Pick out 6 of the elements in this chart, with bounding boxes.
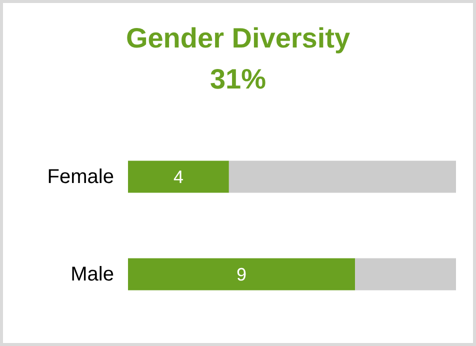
y-tick-label: Female	[47, 166, 114, 188]
data-label: 9	[236, 264, 247, 284]
y-tick-label: Male	[70, 263, 114, 286]
chart-title: Gender Diversity	[126, 22, 350, 54]
chart-subtitle: 31%	[210, 64, 266, 94]
data-label: 4	[173, 166, 184, 187]
